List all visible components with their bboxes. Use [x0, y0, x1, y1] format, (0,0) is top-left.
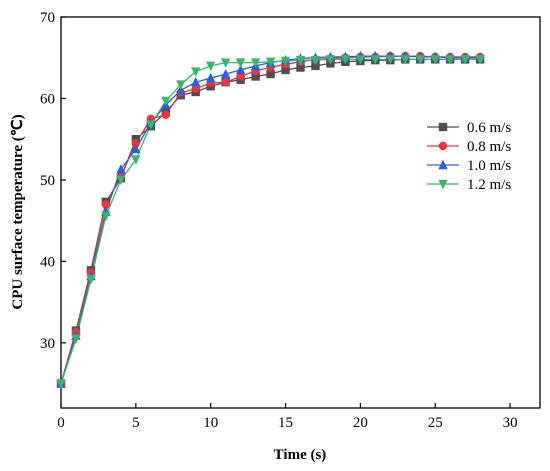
data-point — [191, 76, 201, 87]
data-point — [415, 55, 425, 65]
x-tick-label: 20 — [353, 415, 368, 431]
data-point — [385, 55, 396, 65]
data-point — [281, 65, 290, 75]
y-tick-label: 50 — [40, 173, 55, 189]
data-point — [131, 155, 141, 165]
legend-label: 0.8 m/s — [467, 139, 511, 155]
data-point — [161, 96, 171, 107]
legend-marker — [438, 179, 448, 190]
data-point — [131, 143, 141, 154]
x-tick-label: 25 — [428, 415, 443, 431]
data-point — [400, 55, 410, 65]
data-point — [116, 175, 126, 186]
data-point — [131, 139, 141, 148]
data-point — [325, 55, 336, 65]
data-point — [311, 61, 320, 71]
y-tick-label: 30 — [40, 336, 55, 352]
data-point — [205, 72, 216, 83]
data-point — [205, 61, 216, 72]
legend-marker — [438, 141, 448, 151]
data-point — [445, 55, 455, 65]
data-point — [475, 55, 485, 65]
data-point — [220, 68, 231, 79]
data-point — [310, 55, 321, 66]
data-point — [370, 55, 381, 65]
data-point — [86, 275, 96, 285]
legend-item: 1.0 m/s — [427, 158, 511, 174]
data-point — [355, 55, 366, 65]
legend: 0.6 m/s 0.8 m/s 1.0 m/s 1.2 m/s — [427, 120, 511, 193]
x-tick-label: 15 — [278, 415, 293, 431]
data-point — [430, 55, 440, 65]
series-markers — [56, 50, 485, 389]
y-tick-label: 70 — [40, 10, 55, 26]
x-axis-title: Time (s) — [274, 447, 327, 463]
data-point — [101, 200, 111, 209]
data-point — [56, 379, 66, 389]
x-tick-label: 0 — [57, 415, 65, 431]
legend-label: 1.0 m/s — [467, 158, 511, 174]
data-point — [191, 67, 201, 77]
plot-area — [60, 16, 541, 409]
legend-marker — [438, 159, 448, 170]
data-point — [235, 64, 246, 75]
legend-marker — [438, 122, 448, 132]
x-tick-label: 10 — [203, 415, 218, 431]
x-tick-label: 5 — [132, 415, 140, 431]
data-point — [280, 56, 291, 67]
data-point — [265, 57, 276, 68]
data-point — [235, 58, 246, 68]
y-axis-title: CPU surface temperature (℃) — [10, 114, 26, 309]
data-point — [71, 334, 81, 344]
legend-item: 0.8 m/s — [427, 139, 511, 155]
data-point — [220, 58, 231, 68]
data-point — [340, 55, 351, 65]
legend-item: 1.2 m/s — [427, 177, 511, 193]
data-point — [296, 63, 305, 72]
data-point — [221, 77, 230, 87]
y-tick-label: 40 — [40, 254, 55, 270]
data-point — [176, 80, 186, 90]
axis-ticks: 0 5 10 15 20 25 30 30 40 50 60 70 — [40, 10, 518, 431]
data-point — [101, 211, 111, 221]
x-tick-label: 30 — [503, 415, 518, 431]
data-point — [116, 164, 126, 174]
data-point — [295, 55, 306, 66]
data-point — [161, 110, 170, 119]
legend-label: 1.2 m/s — [467, 177, 511, 193]
data-point — [460, 55, 470, 65]
data-point — [146, 120, 156, 130]
data-point — [251, 72, 260, 81]
legend-label: 0.6 m/s — [467, 120, 511, 136]
data-point — [266, 69, 275, 79]
data-point — [236, 72, 245, 81]
data-point — [191, 84, 200, 93]
legend-item: 0.6 m/s — [427, 120, 511, 136]
data-point — [176, 85, 186, 95]
y-tick-label: 60 — [40, 91, 55, 107]
data-point — [250, 58, 261, 68]
